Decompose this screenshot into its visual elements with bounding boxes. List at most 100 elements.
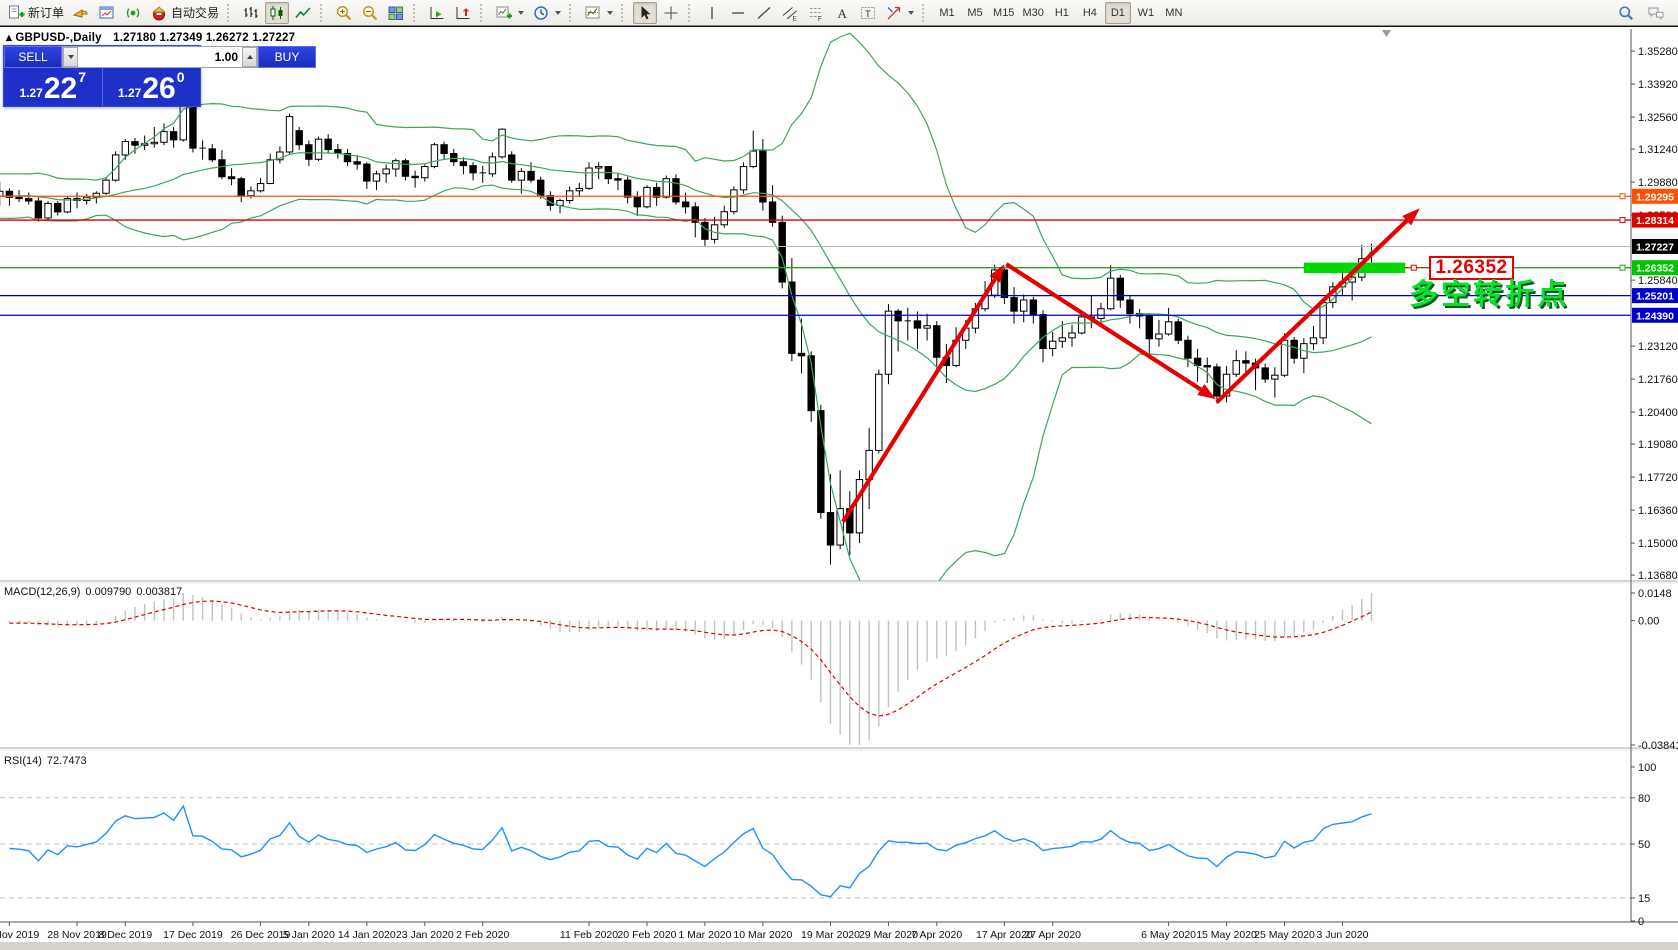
new-order-button[interactable]: 新订单 [4,2,67,24]
zoom-in-button[interactable] [332,2,356,24]
svg-text:1.19080: 1.19080 [1638,439,1678,451]
candle-chart-button[interactable] [265,1,290,24]
cursor-button[interactable] [633,1,658,24]
volume-decrease-button[interactable] [63,47,78,67]
dropdown-caret-icon[interactable] [607,10,614,15]
svg-text:15 May 2020: 15 May 2020 [1196,929,1257,941]
svg-text:6 May 2020: 6 May 2020 [1141,929,1196,941]
window-bottom-edge [0,942,1678,950]
timeframe-w1[interactable]: W1 [1137,6,1155,19]
timeframe-h4[interactable]: H4 [1082,6,1097,19]
channel-button[interactable]: E [778,2,802,24]
macd-axis-labels: 0.0148 0.00 -0.038415 [1631,588,1678,752]
price-axis-labels[interactable]: 1.352801.339201.325601.312401.298801.285… [1631,46,1678,582]
vertical-line-button[interactable] [700,2,724,24]
svg-text:-0.038415: -0.038415 [1638,740,1678,752]
svg-text:28 Nov 2019: 28 Nov 2019 [47,929,107,941]
text-label-button[interactable]: T [856,2,880,24]
crosshair-button[interactable] [659,2,683,24]
dropdown-caret-icon[interactable] [908,10,915,15]
auto-scroll-button[interactable] [425,2,449,24]
macd-signal-line [9,600,1372,717]
channel-icon: E [782,6,798,22]
volume-increase-button[interactable] [242,47,257,67]
svg-text:1.27227: 1.27227 [1636,241,1674,253]
horn-icon [72,8,88,18]
svg-text:1.20400: 1.20400 [1638,407,1678,419]
timeframe-m5[interactable]: M5 [967,6,983,19]
horizontal-level-lines[interactable] [0,193,1631,316]
dropdown-caret-icon[interactable] [518,10,525,15]
toolbar-group-grip [621,3,628,22]
svg-text:1.29295: 1.29295 [1636,191,1674,203]
timeframe-m1[interactable]: M1 [939,6,955,19]
price-callout-label[interactable]: 1.26352 [1429,255,1514,280]
svg-text:17 Dec 2019: 17 Dec 2019 [163,929,223,941]
macd-panel[interactable] [8,593,1373,745]
triangle-down-icon [67,55,74,59]
svg-text:0.00: 0.00 [1638,616,1659,628]
annotation-text-cn[interactable]: 多空转折点 [1409,278,1570,311]
trend-arrows[interactable] [841,208,1420,523]
svg-text:100: 100 [1638,762,1656,774]
chart-shift-marker[interactable] [1382,30,1391,37]
price-chart[interactable]: 1.352801.339201.325601.312401.298801.285… [0,27,1678,950]
shapes-icon [887,6,901,19]
svg-text:E: E [793,15,798,22]
main-plot[interactable] [0,32,1631,597]
search-button[interactable] [1614,2,1638,24]
timeframe-h1[interactable]: H1 [1054,6,1069,19]
shapes-button[interactable] [882,2,917,24]
fibonacci-button[interactable]: F [804,2,828,24]
publisher-button[interactable] [69,2,93,24]
text-icon: A [838,6,848,21]
indicators-button[interactable] [581,2,616,24]
zoom-out-button[interactable] [358,2,382,24]
dropdown-caret-icon[interactable] [555,10,562,15]
macd-indicator-label: MACD(12,26,9) 0.009790 0.003817 [4,586,183,598]
rsi-line [9,804,1372,898]
svg-text:1.28314: 1.28314 [1636,215,1674,227]
timeframe-mn[interactable]: MN [1165,6,1183,19]
rsi-panel[interactable] [0,797,1631,899]
svg-text:0: 0 [1638,916,1644,928]
sell-button[interactable]: SELL [4,46,62,68]
chart-window-button[interactable] [95,2,119,24]
new-chart-button[interactable] [492,2,527,24]
buy-button[interactable]: BUY [258,46,316,68]
chart-window[interactable]: 1.352801.339201.325601.312401.298801.285… [0,26,1678,950]
line-chart-button[interactable] [291,2,315,24]
svg-text:20 Feb 2020: 20 Feb 2020 [617,929,676,941]
buy-price-display[interactable]: 1.27 26 0 [103,68,201,106]
timeframe-d1[interactable]: D1 [1104,1,1131,24]
chat-button[interactable] [1644,2,1668,24]
signals-button[interactable] [121,2,145,24]
autotrading-button-label: 自动交易 [171,6,220,20]
buy-price-big: 26 [142,72,176,105]
bollinger-band-line[interactable] [0,32,1373,310]
svg-text:1.32560: 1.32560 [1638,112,1678,124]
chart-shift-button[interactable] [451,2,475,24]
bollinger-band-line[interactable] [0,152,1372,393]
trendline-button[interactable] [752,2,776,24]
collapse-panel-icon[interactable]: ▴ [6,32,12,44]
rsi-indicator-label: RSI(14) 72.7473 [4,755,87,767]
sell-price-big: 22 [43,72,78,105]
profiles-button[interactable] [529,2,564,24]
svg-text:1.13680: 1.13680 [1638,570,1678,582]
volume-input[interactable] [78,47,242,67]
svg-text:5 Jan 2020: 5 Jan 2020 [283,929,335,941]
vline-icon [711,6,713,19]
tile-windows-button[interactable] [384,2,408,24]
cursor-icon [641,5,651,19]
buy-price-pip: 0 [176,69,185,85]
text-button[interactable]: A [830,2,854,24]
timeframe-m30[interactable]: M30 [1022,6,1044,19]
bar-chart-button[interactable] [239,2,263,24]
autotrading-button[interactable]: 自动交易 [147,2,222,24]
timeframe-m15[interactable]: M15 [993,6,1015,19]
autoscroll-icon [430,6,444,19]
sell-price-display[interactable]: 1.27 22 7 [4,68,103,106]
horizontal-line-button[interactable] [726,2,750,24]
